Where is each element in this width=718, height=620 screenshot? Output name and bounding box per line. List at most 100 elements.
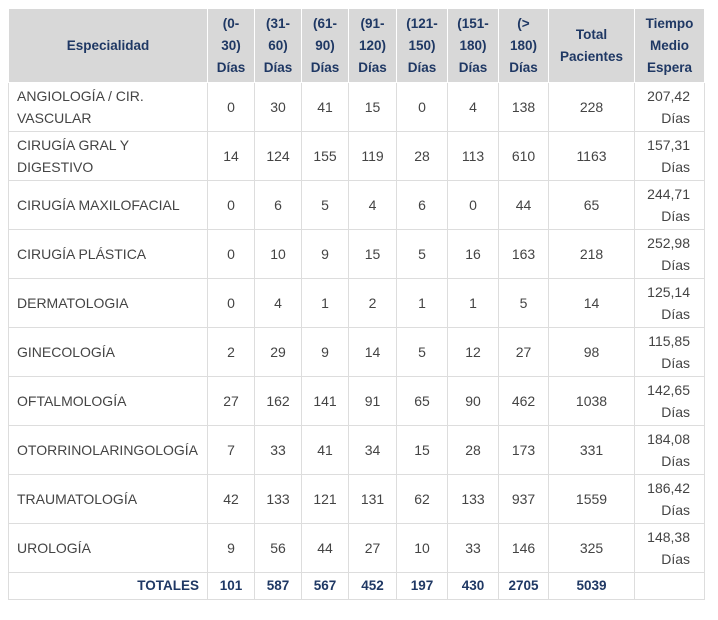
value-cell: 34 [348,425,397,475]
wait-time-cell: 148,38 Días [634,523,705,573]
value-cell: 6 [254,180,302,230]
value-cell: 91 [348,376,397,426]
value-cell: 27 [498,327,549,377]
total-value-cell: 5039 [548,572,635,600]
value-cell: 2 [207,327,255,377]
wait-time-cell: 125,14 Días [634,278,705,328]
value-cell: 5 [396,327,448,377]
total-value-cell: 430 [447,572,499,600]
especialidad-cell: CIRUGÍA MAXILOFACIAL [8,180,208,230]
value-cell: 90 [447,376,499,426]
value-cell: 7 [207,425,255,475]
value-cell: 4 [447,82,499,132]
especialidad-cell: DERMATOLOGIA [8,278,208,328]
value-cell: 5 [498,278,549,328]
value-cell: 56 [254,523,302,573]
value-cell: 16 [447,229,499,279]
table-row: CIRUGÍA GRAL Y DIGESTIVO 14 124 155 119 2… [8,131,705,181]
total-cell: 228 [548,82,635,132]
header-tiempo-medio-espera: Tiempo Medio Espera [634,8,705,83]
value-cell: 1 [447,278,499,328]
value-cell: 119 [348,131,397,181]
value-cell: 133 [254,474,302,524]
total-value-cell: 587 [254,572,302,600]
especialidad-cell: OTORRINOLARINGOLOGÍA [8,425,208,475]
table-row: GINECOLOGÍA 2 29 9 14 5 12 27 98 115,85 D… [8,327,705,377]
waiting-list-table: Especialidad (0- 30) Días (31- 60) Días (61-… [8,8,705,600]
value-cell: 27 [348,523,397,573]
value-cell: 4 [254,278,302,328]
value-cell: 44 [301,523,349,573]
value-cell: 131 [348,474,397,524]
value-cell: 9 [301,229,349,279]
value-cell: 155 [301,131,349,181]
wait-time-cell: 244,71 Días [634,180,705,230]
header-especialidad: Especialidad [8,8,208,83]
value-cell: 146 [498,523,549,573]
value-cell: 15 [396,425,448,475]
value-cell: 10 [396,523,448,573]
wait-time-cell: 252,98 Días [634,229,705,279]
header-range-over-180: (> 180) Días [498,8,549,83]
header-range-0-30: (0- 30) Días [207,8,255,83]
value-cell: 6 [396,180,448,230]
wait-time-cell: 186,42 Días [634,474,705,524]
table-row: DERMATOLOGIA 0 4 1 2 1 1 5 14 125,14 Días [8,278,705,328]
value-cell: 1 [396,278,448,328]
header-range-121-150: (121- 150) Días [396,8,448,83]
total-value-cell: 567 [301,572,349,600]
value-cell: 0 [447,180,499,230]
value-cell: 30 [254,82,302,132]
value-cell: 0 [396,82,448,132]
table-row: OFTALMOLOGÍA 27 162 141 91 65 90 462 103… [8,376,705,426]
wait-time-cell: 115,85 Días [634,327,705,377]
value-cell: 462 [498,376,549,426]
header-total-pacientes: Total Pacientes [548,8,635,83]
value-cell: 41 [301,425,349,475]
especialidad-cell: OFTALMOLOGÍA [8,376,208,426]
value-cell: 0 [207,278,255,328]
total-value-cell: 452 [348,572,397,600]
value-cell: 9 [301,327,349,377]
especialidad-cell: CIRUGÍA PLÁSTICA [8,229,208,279]
header-range-91-120: (91- 120) Días [348,8,397,83]
total-value-cell: 197 [396,572,448,600]
total-cell: 331 [548,425,635,475]
total-cell: 1559 [548,474,635,524]
value-cell: 937 [498,474,549,524]
total-wait-cell [634,572,705,600]
value-cell: 9 [207,523,255,573]
total-cell: 1038 [548,376,635,426]
especialidad-cell: CIRUGÍA GRAL Y DIGESTIVO [8,131,208,181]
total-value-cell: 101 [207,572,255,600]
value-cell: 42 [207,474,255,524]
totals-label: TOTALES [8,572,208,600]
table-row: UROLOGÍA 9 56 44 27 10 33 146 325 148,38… [8,523,705,573]
header-range-31-60: (31- 60) Días [254,8,302,83]
value-cell: 28 [447,425,499,475]
value-cell: 124 [254,131,302,181]
value-cell: 44 [498,180,549,230]
header-row: Especialidad (0- 30) Días (31- 60) Días (61-… [8,8,705,83]
waiting-list-table-container: Especialidad (0- 30) Días (31- 60) Días (61-… [8,8,705,600]
value-cell: 27 [207,376,255,426]
value-cell: 2 [348,278,397,328]
value-cell: 163 [498,229,549,279]
value-cell: 173 [498,425,549,475]
value-cell: 10 [254,229,302,279]
value-cell: 15 [348,229,397,279]
total-cell: 1163 [548,131,635,181]
total-cell: 98 [548,327,635,377]
total-cell: 325 [548,523,635,573]
value-cell: 12 [447,327,499,377]
value-cell: 15 [348,82,397,132]
table-row: ANGIOLOGÍA / CIR. VASCULAR 0 30 41 15 0 4… [8,82,705,132]
header-range-61-90: (61- 90) Días [301,8,349,83]
value-cell: 28 [396,131,448,181]
value-cell: 133 [447,474,499,524]
value-cell: 14 [348,327,397,377]
value-cell: 121 [301,474,349,524]
table-row: CIRUGÍA MAXILOFACIAL 0 6 5 4 6 0 44 65 2… [8,180,705,230]
value-cell: 162 [254,376,302,426]
value-cell: 5 [396,229,448,279]
